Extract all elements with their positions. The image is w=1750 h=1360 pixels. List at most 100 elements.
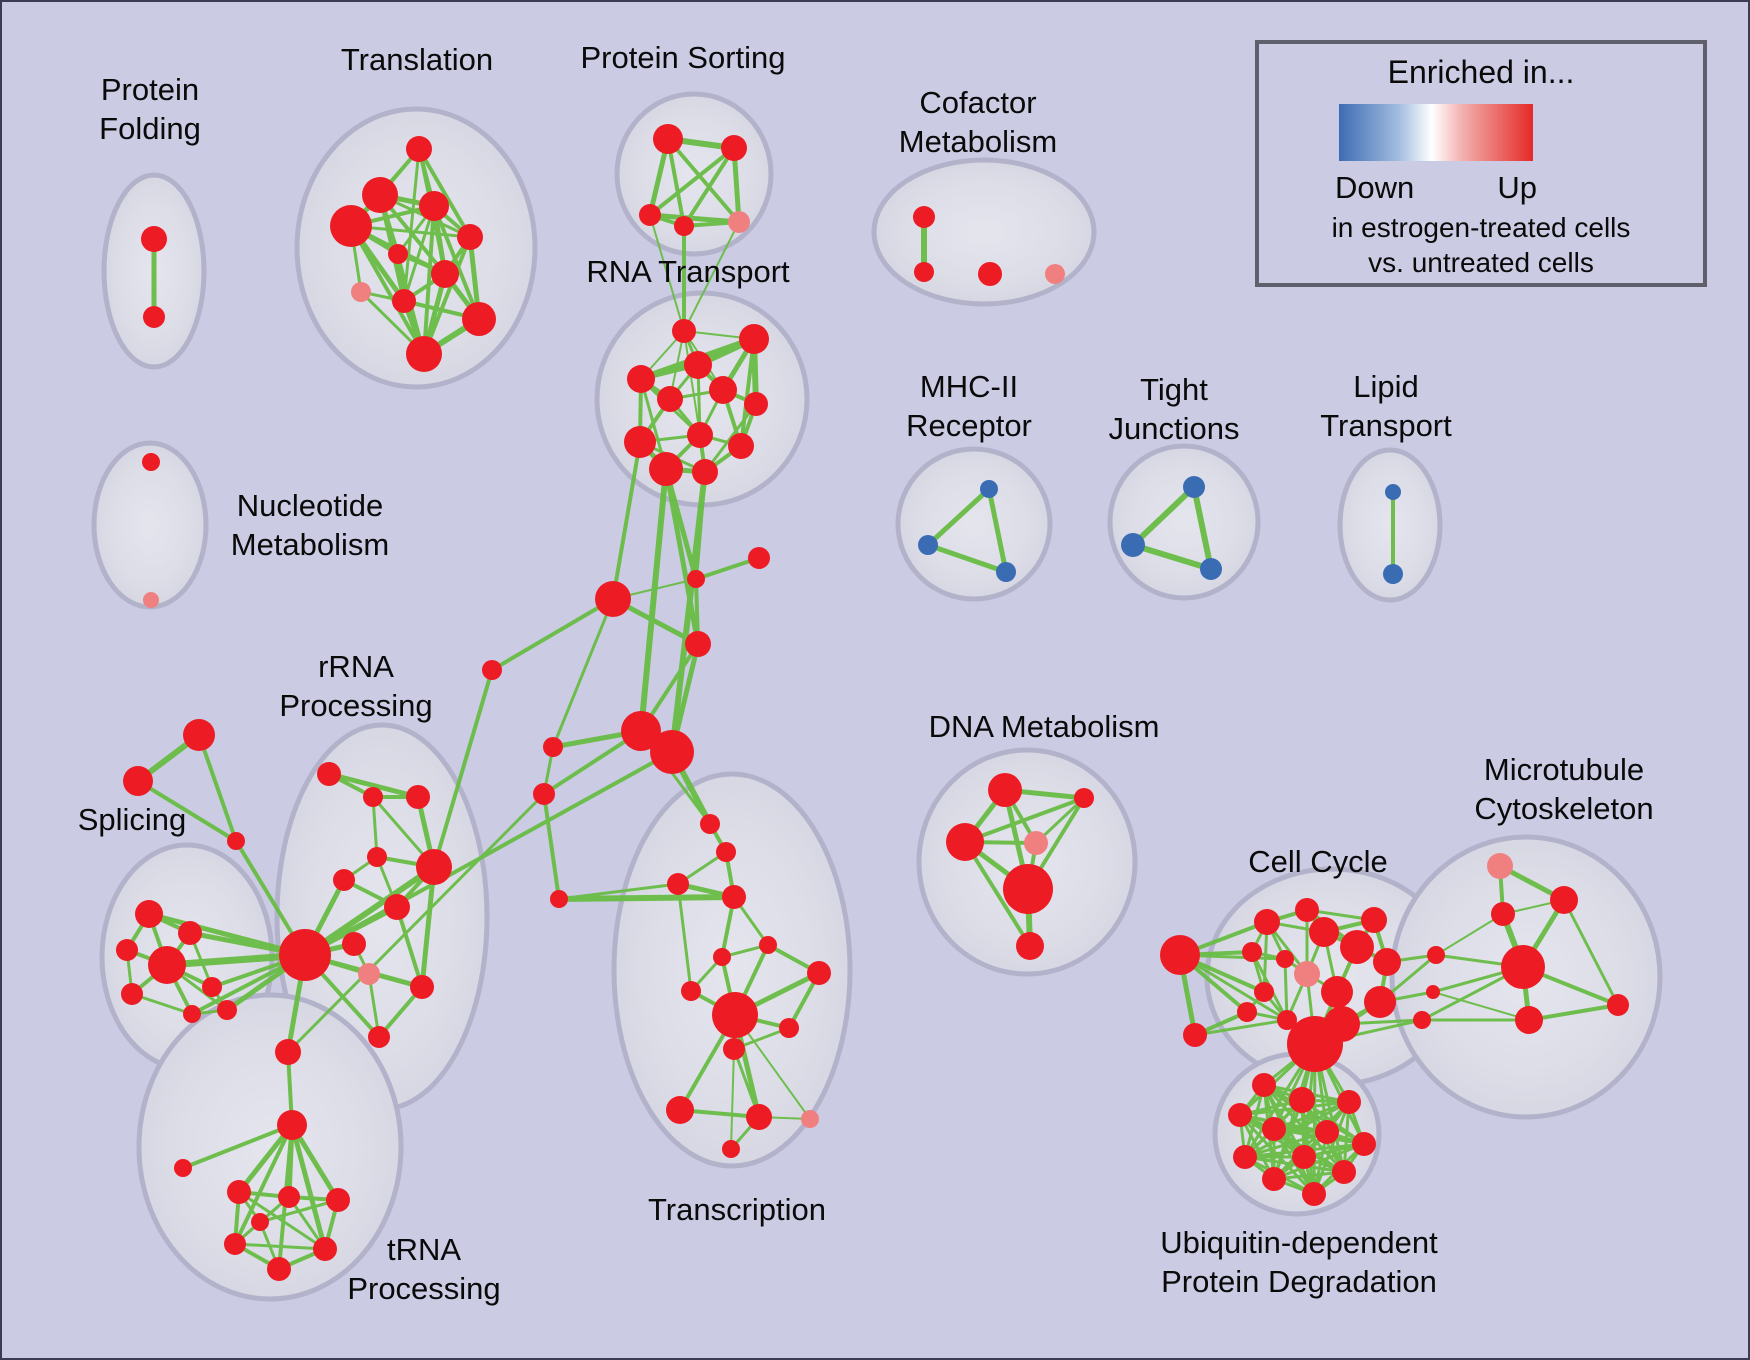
node — [1262, 1167, 1286, 1191]
edge — [419, 864, 437, 990]
node — [358, 963, 380, 985]
node — [1252, 1073, 1276, 1097]
node — [367, 847, 387, 867]
legend-box: Enriched in... Down Up in estrogen-treat… — [1255, 40, 1707, 287]
edge — [197, 733, 238, 843]
node — [431, 260, 459, 288]
node — [712, 992, 758, 1038]
node — [267, 1257, 291, 1281]
node — [1233, 1145, 1257, 1169]
node — [333, 869, 355, 891]
node — [1228, 1103, 1252, 1127]
edge — [371, 795, 379, 859]
cluster-rna-transport-label: RNA Transport — [586, 254, 790, 289]
node — [406, 336, 442, 372]
edge — [683, 330, 701, 436]
node — [723, 1038, 745, 1060]
cluster-cofactor-metabolism-label: Cofactor — [919, 85, 1036, 120]
node — [728, 433, 754, 459]
cluster-trna-processing-label: tRNA — [387, 1232, 461, 1267]
node — [533, 783, 555, 805]
node — [996, 562, 1016, 582]
edge — [237, 1190, 327, 1251]
node — [227, 1180, 251, 1204]
edge — [258, 1198, 340, 1224]
node — [330, 205, 372, 247]
node — [1373, 948, 1401, 976]
edge — [136, 779, 238, 843]
cluster-translation-label: Translation — [341, 42, 493, 77]
node — [406, 785, 430, 809]
node — [1315, 1120, 1339, 1144]
node — [368, 1026, 390, 1048]
node — [713, 948, 731, 966]
node — [684, 351, 712, 379]
node — [278, 1186, 300, 1208]
edge — [289, 1122, 328, 1252]
node — [1024, 831, 1048, 855]
edge — [676, 882, 693, 993]
edge — [556, 894, 737, 902]
edge — [1435, 913, 1504, 956]
node — [183, 719, 215, 751]
edge — [557, 882, 680, 901]
cluster-mhc-ii-receptor-label: Receptor — [906, 408, 1032, 443]
node — [807, 961, 831, 985]
node — [674, 216, 694, 236]
edge — [647, 212, 742, 225]
cluster-tight-junctions-ellipse — [1107, 443, 1261, 601]
node — [279, 929, 331, 981]
edge — [730, 1048, 735, 1150]
cluster-tight-junctions-label: Junctions — [1109, 411, 1240, 446]
edge — [551, 597, 615, 749]
node — [116, 939, 138, 961]
node — [1237, 1002, 1257, 1022]
edge — [663, 466, 701, 647]
node — [1295, 898, 1319, 922]
edge — [611, 440, 642, 601]
node — [1276, 950, 1294, 968]
edge — [349, 224, 426, 356]
node — [621, 711, 661, 751]
cluster-mhc-ii-receptor-ellipse — [895, 446, 1053, 602]
node — [392, 289, 416, 313]
node — [550, 890, 568, 908]
node — [148, 946, 186, 984]
node — [759, 936, 777, 954]
cluster-ubiquitin-degradation-label: Ubiquitin-dependent — [1160, 1225, 1438, 1260]
cluster-labels: Protein Folding Translation Protein Sorting… — [78, 40, 1654, 1306]
node — [914, 262, 934, 282]
node — [595, 581, 631, 617]
node — [746, 1104, 772, 1130]
node — [351, 282, 371, 302]
cluster-rrna-processing-label: rRNA — [318, 649, 394, 684]
node — [1074, 788, 1094, 808]
node — [1364, 986, 1396, 1018]
node — [457, 224, 483, 250]
node — [362, 177, 398, 213]
edge — [986, 486, 1009, 575]
node — [1045, 264, 1065, 284]
cluster-cell-cycle-label: Cell Cycle — [1248, 844, 1388, 879]
edge — [402, 147, 421, 303]
edge — [669, 469, 708, 755]
node — [317, 762, 341, 786]
node — [978, 262, 1002, 286]
edge — [181, 1123, 294, 1170]
node — [326, 1188, 350, 1212]
cluster-trna-processing-label: Processing — [347, 1271, 500, 1306]
node — [1515, 1006, 1543, 1034]
cluster-mhc-ii-receptor-label: MHC-II — [920, 369, 1018, 404]
edge — [963, 840, 1032, 948]
node — [143, 592, 159, 608]
edge — [302, 864, 437, 958]
node — [419, 191, 449, 221]
node — [728, 211, 750, 233]
edge — [925, 486, 992, 548]
legend-gradient-bar — [1339, 104, 1533, 161]
node — [1254, 909, 1280, 935]
cluster-lipid-transport-ellipse — [1337, 447, 1443, 603]
edge — [542, 792, 561, 901]
node — [681, 981, 701, 1001]
node — [416, 849, 452, 885]
